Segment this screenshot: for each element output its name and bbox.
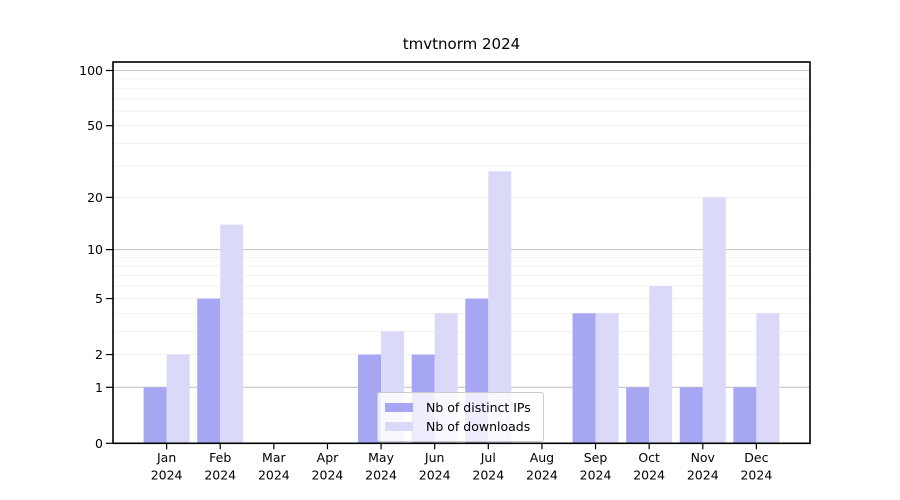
chart-title: tmvtnorm 2024: [402, 35, 521, 53]
legend-label-downloads: Nb of downloads: [426, 419, 531, 434]
bar-nov-downloads: [702, 197, 726, 444]
x-tick-label: May 2024: [365, 450, 397, 483]
x-tick-label: Sep 2024: [580, 450, 612, 483]
x-tick-label: Feb 2024: [204, 450, 236, 483]
y-tick-label: 1: [95, 380, 103, 395]
x-tick-label: Jul 2024: [472, 450, 504, 483]
x-tick-label: Mar 2024: [258, 450, 290, 483]
x-tick-label: Jun 2024: [419, 450, 451, 483]
bar-dec-downloads: [756, 313, 780, 444]
legend-swatch-distinct-ips-icon: [385, 403, 413, 412]
legend-swatch-downloads-icon: [385, 422, 413, 431]
y-tick-label: 5: [95, 291, 103, 306]
x-tick-label: Apr 2024: [312, 450, 344, 483]
legend-item-distinct-ips: Nb of distinct IPs: [385, 398, 535, 417]
y-tick-label: 0: [95, 436, 103, 451]
bar-jul-downloads: [488, 171, 512, 444]
x-tick-label: Dec 2024: [740, 450, 772, 483]
bar-oct-downloads: [649, 286, 673, 444]
bar-feb-distinct-ips: [197, 298, 221, 444]
x-tick-label: Jan 2024: [151, 450, 183, 483]
y-tick-label: 2: [95, 347, 103, 362]
x-tick-label: Oct 2024: [633, 450, 665, 483]
bar-jan-distinct-ips: [143, 387, 167, 444]
bar-may-distinct-ips: [358, 354, 382, 444]
y-tick-label: 100: [79, 63, 103, 78]
x-tick-label: Nov 2024: [687, 450, 719, 483]
y-tick-label: 50: [87, 118, 103, 133]
bar-sep-distinct-ips: [572, 313, 596, 444]
legend-item-downloads: Nb of downloads: [385, 417, 535, 436]
bar-nov-distinct-ips: [679, 387, 703, 444]
bar-feb-downloads: [220, 224, 244, 444]
y-tick-label: 20: [87, 190, 103, 205]
plot-border: [112, 61, 811, 445]
x-tick-label: Aug 2024: [526, 450, 558, 483]
bar-dec-distinct-ips: [733, 387, 757, 444]
legend-label-distinct-ips: Nb of distinct IPs: [426, 400, 531, 415]
bar-jan-downloads: [166, 354, 190, 444]
bar-sep-downloads: [595, 313, 619, 444]
y-tick-label: 10: [87, 242, 103, 257]
legend: Nb of distinct IPs Nb of downloads: [377, 392, 544, 442]
bar-oct-distinct-ips: [626, 387, 650, 444]
